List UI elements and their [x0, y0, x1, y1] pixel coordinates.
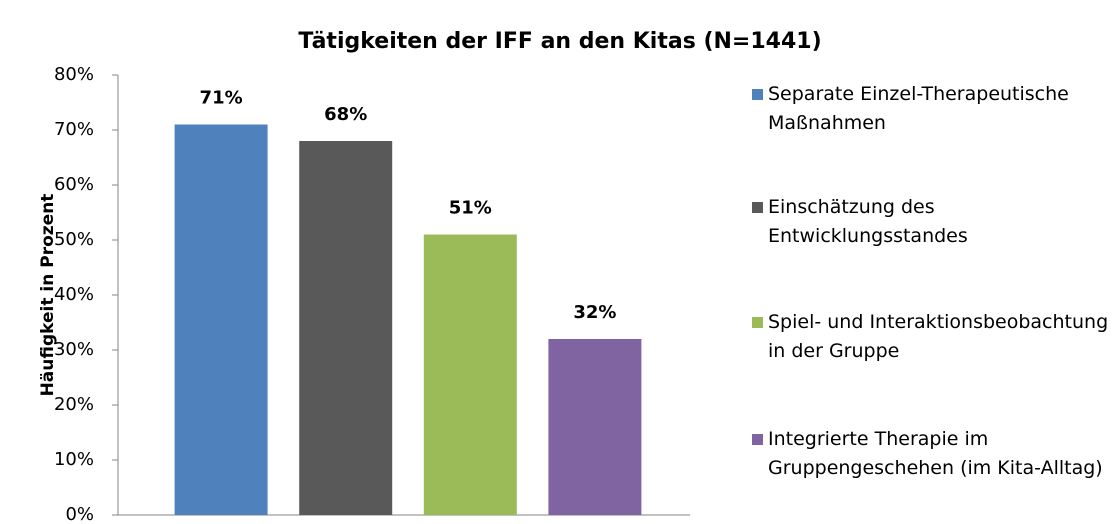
legend-label: Spiel- und Interaktionsbeobachtung in de…	[768, 311, 1109, 362]
legend-swatch	[752, 317, 763, 328]
legend-swatch	[752, 202, 763, 213]
chart-title: Tätigkeiten der IFF an den Kitas (N=1441…	[298, 29, 821, 54]
legend-label: Integrierte Therapie im Gruppengeschehen…	[768, 428, 1103, 479]
bar	[548, 339, 642, 515]
legend-label: Separate Einzel-Therapeutische Maßnahmen	[768, 83, 1069, 134]
legend-entry: Integrierte Therapie im Gruppengeschehen…	[752, 425, 1112, 483]
data-label: 51%	[449, 198, 492, 219]
y-tick-label: 50%	[54, 229, 94, 250]
bar	[299, 141, 393, 515]
y-axis-label: Häufigkeit in Prozent	[38, 194, 58, 397]
y-tick-label: 10%	[54, 449, 94, 470]
legend-entry: Separate Einzel-Therapeutische Maßnahmen	[752, 80, 1112, 138]
y-tick-label: 60%	[54, 174, 94, 195]
y-tick-label: 40%	[54, 284, 94, 305]
legend-entry: Spiel- und Interaktionsbeobachtung in de…	[752, 308, 1112, 366]
data-label: 68%	[324, 104, 367, 125]
y-tick-label: 20%	[54, 394, 94, 415]
legend-swatch	[752, 89, 763, 100]
data-label: 71%	[200, 88, 243, 109]
bar	[174, 124, 268, 515]
bar	[423, 234, 517, 515]
y-tick-label: 70%	[54, 119, 94, 140]
legend-label: Einschätzung des Entwicklungsstandes	[768, 196, 968, 247]
data-label: 32%	[573, 302, 616, 323]
y-tick-label: 80%	[54, 64, 94, 85]
y-tick-label: 30%	[54, 339, 94, 360]
legend-entry: Einschätzung des Entwicklungsstandes	[752, 193, 1112, 251]
y-tick-label: 0%	[65, 504, 94, 524]
legend-swatch	[752, 434, 763, 445]
